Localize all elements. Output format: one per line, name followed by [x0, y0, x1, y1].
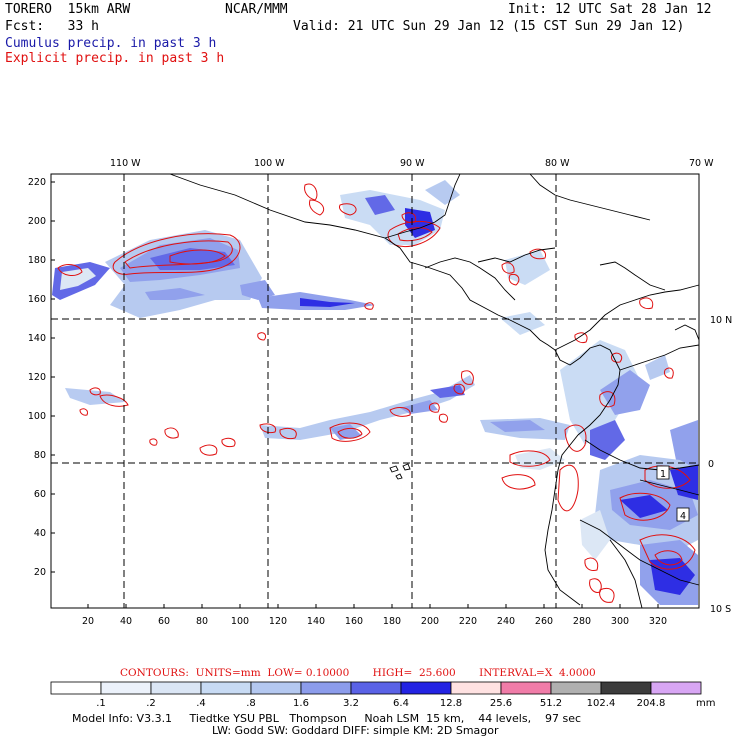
- colorbar-swatch: [200, 681, 252, 695]
- colorbar-swatch: [250, 681, 302, 695]
- model-info-line1: Model Info: V3.3.1 Tiedtke YSU PBL Thomp…: [72, 712, 582, 725]
- lat-label: 0: [708, 459, 714, 470]
- y-tick-label: 60: [34, 489, 46, 500]
- colorbar-label: 3.2: [343, 698, 359, 709]
- colorbar-label: 1.6: [293, 698, 309, 709]
- x-tick-label: 200: [421, 616, 439, 627]
- valid-time: Valid: 21 UTC Sun 29 Jan 12 (15 CST Sun …: [293, 19, 685, 34]
- x-tick-label: 300: [611, 616, 629, 627]
- x-tick-label: 80: [196, 616, 208, 627]
- y-tick-label: 140: [28, 333, 46, 344]
- x-axis-ticks: 20 40 60 80 100 120 140 160 180 200 220 240 260 280 30…: [82, 604, 667, 627]
- y-tick-label: 100: [28, 411, 46, 422]
- y-tick-label: 220: [28, 177, 46, 188]
- y-tick-label: 40: [34, 528, 46, 539]
- lon-label: 100 W: [254, 158, 285, 169]
- y-tick-label: 80: [34, 450, 46, 461]
- colorbar-label: .1: [96, 698, 106, 709]
- y-axis-ticks: 220 200 180 160 140 120 100 80 60 40 20: [28, 177, 55, 578]
- colorbar-swatch: [300, 681, 352, 695]
- x-tick-label: 60: [158, 616, 170, 627]
- colorbar-label: 204.8: [637, 698, 666, 709]
- x-tick-label: 120: [269, 616, 287, 627]
- x-tick-label: 40: [120, 616, 132, 627]
- contour-box-labels: 1 4: [656, 465, 690, 522]
- lat-lon-grid: [51, 174, 699, 608]
- colorbar-label: 6.4: [393, 698, 409, 709]
- lon-label: 90 W: [400, 158, 425, 169]
- colorbar-label: 25.6: [490, 698, 512, 709]
- colorbar: .1 .2 .4 .8 1.6 3.2 6.4 12.8 25.6 51.2 102.4 204.8: [50, 681, 702, 709]
- colorbar-swatch: [400, 681, 452, 695]
- colorbar-label: 12.8: [440, 698, 462, 709]
- colorbar-swatch: [350, 681, 402, 695]
- x-tick-label: 160: [345, 616, 363, 627]
- colorbar-swatch: [550, 681, 602, 695]
- y-tick-label: 160: [28, 294, 46, 305]
- coastlines: [169, 173, 700, 609]
- explicit-precip-contours: [57, 183, 696, 603]
- x-tick-label: 260: [535, 616, 553, 627]
- colorbar-swatch: [500, 681, 552, 695]
- x-tick-label: 320: [649, 616, 667, 627]
- lat-label: 10 N: [710, 315, 732, 326]
- colorbar-label: 51.2: [540, 698, 562, 709]
- y-tick-label: 20: [34, 567, 46, 578]
- x-tick-label: 20: [82, 616, 94, 627]
- x-tick-label: 180: [383, 616, 401, 627]
- cumulus-legend: Cumulus precip. in past 3 h: [5, 36, 217, 51]
- x-tick-label: 100: [231, 616, 249, 627]
- x-tick-label: 140: [307, 616, 325, 627]
- colorbar-swatch: [600, 681, 652, 695]
- model-name: TORERO 15km ARW: [5, 2, 131, 17]
- lon-label: 70 W: [689, 158, 714, 169]
- colorbar-label: .4: [196, 698, 206, 709]
- cumulus-precip-areas: [52, 180, 698, 605]
- explicit-legend: Explicit precip. in past 3 h: [5, 51, 225, 66]
- svg-text:1: 1: [660, 469, 666, 480]
- x-tick-label: 240: [497, 616, 515, 627]
- y-tick-label: 200: [28, 216, 46, 227]
- y-tick-label: 120: [28, 372, 46, 383]
- colorbar-unit: mm: [696, 698, 715, 709]
- lon-label: 80 W: [545, 158, 570, 169]
- colorbar-swatch: [450, 681, 502, 695]
- colorbar-label: .8: [246, 698, 256, 709]
- x-tick-label: 220: [459, 616, 477, 627]
- model-info-line2: LW: Godd SW: Goddard DIFF: simple KM: 2D…: [212, 724, 499, 737]
- lon-label: 110 W: [110, 158, 141, 169]
- x-tick-label: 280: [573, 616, 591, 627]
- organization: NCAR/MMM: [225, 2, 288, 17]
- colorbar-swatch: [50, 681, 102, 695]
- y-tick-label: 180: [28, 255, 46, 266]
- svg-text:4: 4: [680, 511, 686, 522]
- contour-info: CONTOURS: UNITS=mm LOW= 0.10000 HIGH= 25…: [120, 667, 596, 679]
- lon-labels: 110 W 100 W 90 W 80 W 70 W: [110, 158, 714, 169]
- init-time: Init: 12 UTC Sat 28 Jan 12: [508, 2, 712, 17]
- forecast-hour: Fcst: 33 h: [5, 19, 99, 34]
- colorbar-swatch: [650, 681, 702, 695]
- lat-label: 10 S: [710, 604, 731, 615]
- colorbar-label: 102.4: [587, 698, 616, 709]
- colorbar-swatch: [100, 681, 152, 695]
- lat-labels: 10 N 0 10 S: [708, 315, 732, 615]
- colorbar-label: .2: [146, 698, 156, 709]
- colorbar-swatch: [150, 681, 202, 695]
